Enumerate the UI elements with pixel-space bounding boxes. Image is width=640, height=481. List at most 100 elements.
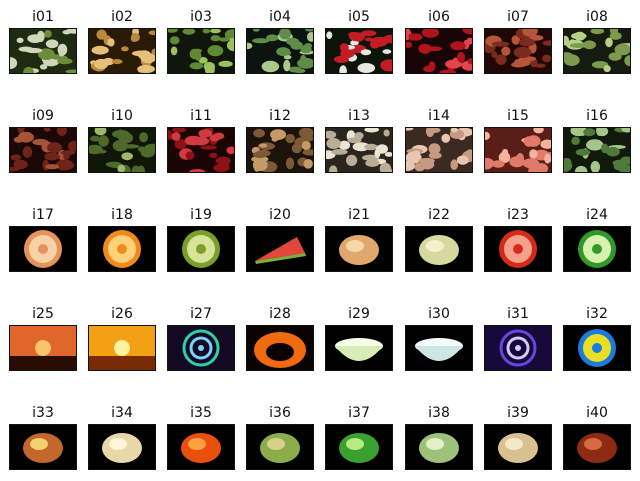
thumbnail-label: i34 — [111, 405, 133, 421]
cherries-image — [406, 29, 472, 73]
thumbnail-label: i04 — [269, 9, 291, 25]
thumbnail-label: i30 — [428, 306, 450, 322]
radishes-icon — [325, 28, 393, 74]
nuts-icon — [9, 127, 77, 173]
dates-icon — [484, 28, 552, 74]
peaches-image — [485, 128, 551, 172]
sunset-trees-icon — [9, 325, 77, 371]
bowl-white-icon — [405, 325, 473, 371]
orange-slice-image — [89, 227, 155, 271]
pear-icon — [405, 226, 473, 272]
sunset-sun-icon — [88, 325, 156, 371]
thumbnail-label: i26 — [111, 306, 133, 322]
cheese-wedge-icon — [88, 424, 156, 470]
mushrooms-white-image — [326, 128, 392, 172]
brussels-icon — [88, 127, 156, 173]
thumbnail-label: i09 — [32, 108, 54, 124]
radishes-image — [326, 29, 392, 73]
roast-icon — [563, 424, 631, 470]
spiral-purple-image — [485, 326, 551, 370]
snow-peas-icon — [246, 28, 314, 74]
sprouts-icon — [9, 28, 77, 74]
onion-slice-image — [10, 227, 76, 271]
sunset-sun-image — [89, 326, 155, 370]
thumbnail-label: i20 — [269, 207, 291, 223]
cheese-wedge-image — [89, 425, 155, 469]
sunset-trees-image — [10, 326, 76, 370]
thumbnail-label: i27 — [190, 306, 212, 322]
thumbnail-label: i13 — [348, 108, 370, 124]
corn-icon — [88, 28, 156, 74]
green-beans-icon — [167, 28, 235, 74]
thumbnail-label: i35 — [190, 405, 212, 421]
thumbnail-label: i29 — [348, 306, 370, 322]
cranberries-icon — [167, 127, 235, 173]
papaya-icon — [246, 424, 314, 470]
asparagus-image — [564, 29, 630, 73]
tomato-slice-image — [485, 227, 551, 271]
green-beans-image — [168, 29, 234, 73]
corn-image — [89, 29, 155, 73]
potatoes-image — [406, 128, 472, 172]
thumbnail-label: i28 — [269, 306, 291, 322]
thumbnail-label: i24 — [586, 207, 608, 223]
watermelon-image — [247, 227, 313, 271]
papaya-image — [247, 425, 313, 469]
green-peppers-icon — [325, 424, 393, 470]
mandala-icon — [563, 325, 631, 371]
limes-image — [564, 128, 630, 172]
kiwi-image — [168, 227, 234, 271]
asparagus-icon — [563, 28, 631, 74]
thumbnail-label: i16 — [586, 108, 608, 124]
bowl-white-image — [406, 326, 472, 370]
thumbnail-label: i21 — [348, 207, 370, 223]
thumbnail-label: i11 — [190, 108, 212, 124]
thumbnail-label: i07 — [507, 9, 529, 25]
pumpkin-cat-icon — [246, 325, 314, 371]
thumbnail-label: i02 — [111, 9, 133, 25]
mushrooms-brown-image — [247, 128, 313, 172]
thumbnail-label: i18 — [111, 207, 133, 223]
kiwi-icon — [167, 226, 235, 272]
melon-image — [485, 425, 551, 469]
pear-image — [406, 227, 472, 271]
snow-peas-image — [247, 29, 313, 73]
thumbnail-label: i33 — [32, 405, 54, 421]
nuts-image — [10, 128, 76, 172]
thumbnail-label: i10 — [111, 108, 133, 124]
pepper-slice-image — [564, 227, 630, 271]
orange-fruit-image — [168, 425, 234, 469]
spiral-pattern-icon — [167, 325, 235, 371]
cranberries-image — [168, 128, 234, 172]
tomato-slice-icon — [484, 226, 552, 272]
thumbnail-label: i31 — [507, 306, 529, 322]
potatoes-icon — [405, 127, 473, 173]
thumbnail-label: i23 — [507, 207, 529, 223]
thumbnail-label: i08 — [586, 9, 608, 25]
cabbage-icon — [405, 424, 473, 470]
thumbnail-label: i32 — [586, 306, 608, 322]
cabbage-image — [406, 425, 472, 469]
thumbnail-label: i01 — [32, 9, 54, 25]
thumbnail-label: i25 — [32, 306, 54, 322]
mandala-image — [564, 326, 630, 370]
brussels-image — [89, 128, 155, 172]
cherries-icon — [405, 28, 473, 74]
watermelon-icon — [246, 226, 314, 272]
cake-candles-icon — [9, 424, 77, 470]
thumbnail-label: i37 — [348, 405, 370, 421]
orange-slice-icon — [88, 226, 156, 272]
spiral-pattern-image — [168, 326, 234, 370]
thumbnail-label: i40 — [586, 405, 608, 421]
thumbnail-label: i15 — [507, 108, 529, 124]
roast-image — [564, 425, 630, 469]
thumbnail-label: i17 — [32, 207, 54, 223]
thumbnail-label: i22 — [428, 207, 450, 223]
thumbnail-label: i06 — [428, 9, 450, 25]
cantaloupe-image — [326, 227, 392, 271]
peaches-icon — [484, 127, 552, 173]
spiral-purple-icon — [484, 325, 552, 371]
thumbnail-label: i36 — [269, 405, 291, 421]
thumbnail-label: i12 — [269, 108, 291, 124]
